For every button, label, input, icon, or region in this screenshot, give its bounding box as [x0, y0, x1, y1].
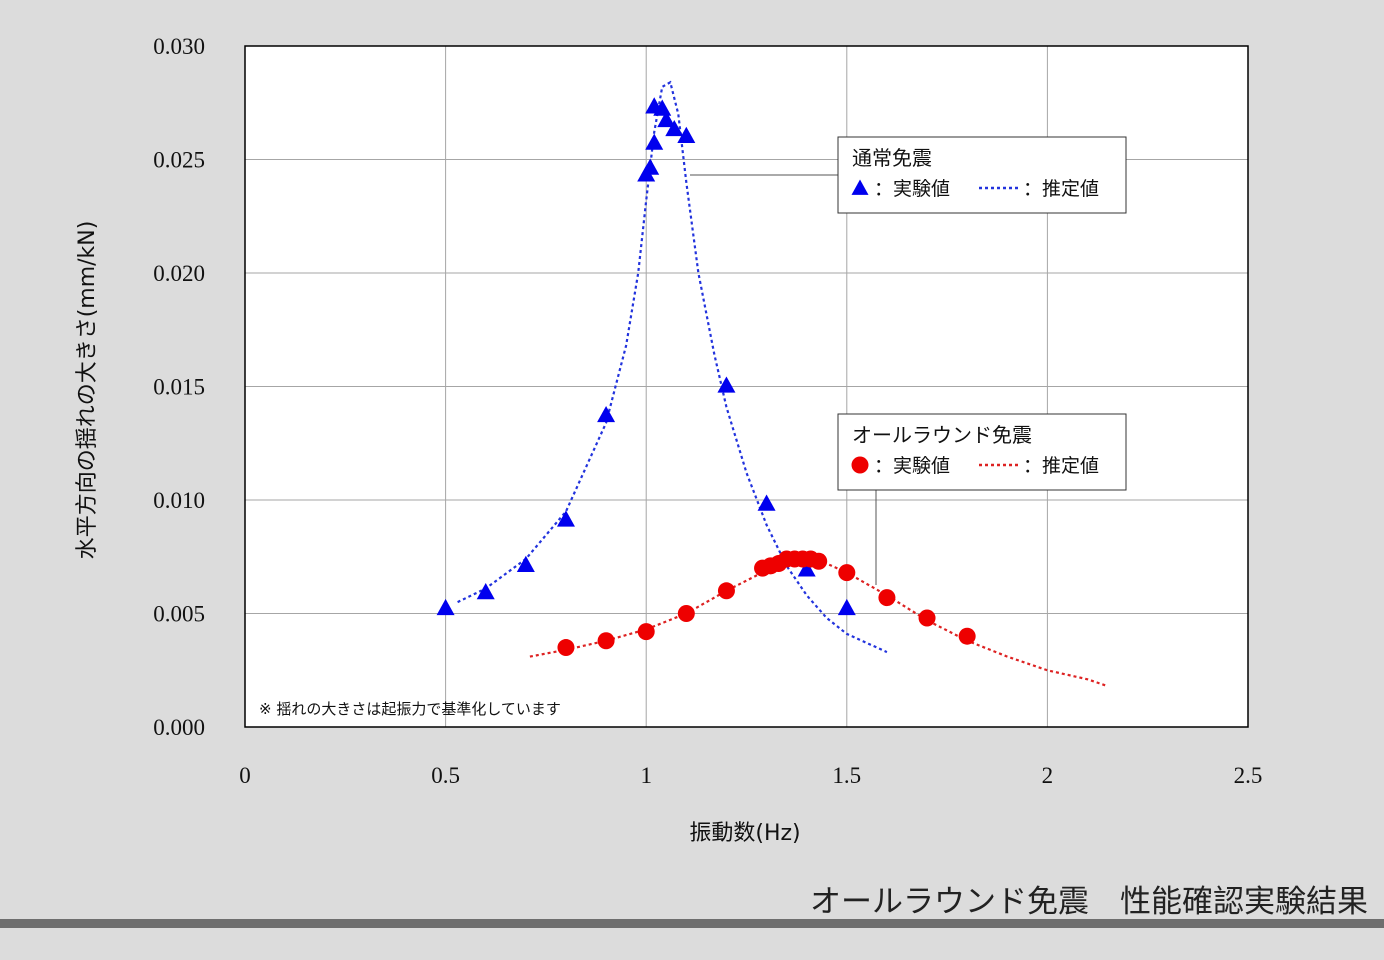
x-tick-label: 2	[1042, 763, 1054, 788]
y-tick-label: 0.025	[153, 148, 205, 173]
estimated-curves	[457, 80, 1108, 688]
legend-triangle-marker	[851, 179, 869, 195]
circle-marker	[597, 632, 615, 650]
circle-marker	[717, 582, 735, 600]
y-tick-label: 0.010	[153, 488, 205, 513]
legend-title: 通常免震	[852, 146, 932, 170]
triangle-marker	[556, 510, 575, 527]
triangle-marker	[645, 133, 664, 150]
triangle-marker	[677, 126, 696, 143]
y-tick-label: 0.000	[153, 715, 205, 740]
triangle-marker	[665, 119, 684, 137]
estimated-curve	[457, 80, 888, 654]
y-tick-label: 0.015	[153, 375, 205, 400]
circle-marker	[878, 589, 896, 607]
triangle-marker	[657, 110, 676, 128]
circle-marker	[958, 627, 976, 645]
y-tick-label: 0.005	[153, 602, 205, 627]
triangle-marker	[641, 158, 660, 175]
legend-estimated-label: ：推定値	[1023, 455, 1099, 477]
circle-marker	[557, 639, 575, 657]
normalization-note: ※ 揺れの大きさは起振力で基準化しています	[259, 700, 561, 718]
triangle-marker	[717, 376, 736, 393]
triangle-marker	[436, 598, 455, 616]
circle-marker	[810, 552, 828, 570]
triangle-marker	[653, 99, 672, 116]
bottom-divider	[0, 919, 1384, 928]
circle-marker	[637, 623, 655, 641]
x-tick-label: 0.5	[431, 763, 460, 788]
y-axis-label: 水平方向の揺れの大きさ(mm/kN)	[75, 221, 100, 560]
triangle-marker	[597, 405, 616, 423]
triangle-marker	[837, 598, 856, 616]
legend-measured-label: ：実験値	[874, 178, 950, 200]
y-tick-label: 0.020	[153, 261, 205, 286]
x-tick-labels: 0 0.5 1 1.5 2 2.5	[239, 763, 1262, 788]
x-axis-label: 振動数(Hz)	[689, 821, 800, 846]
triangle-marker	[757, 494, 776, 511]
plot-border	[244, 45, 1249, 728]
measured-markers	[436, 97, 976, 657]
legend-circle-marker	[851, 456, 869, 474]
legend-title: オールラウンド免震	[852, 423, 1032, 447]
circle-marker	[677, 605, 695, 622]
x-tick-label: 1	[640, 763, 652, 788]
y-tick-label: 0.030	[153, 34, 205, 59]
x-tick-label: 1.5	[832, 763, 861, 788]
frequency-response-chart: 0.000 0.005 0.010 0.015 0.020 0.025 0.030 0 0.5…	[75, 34, 1262, 846]
legend-measured-label: ：実験値	[874, 455, 950, 477]
legend-estimated-label: ：推定値	[1023, 178, 1099, 200]
circle-marker	[918, 609, 936, 627]
figure-caption: オールラウンド免震 性能確認実験結果	[810, 884, 1368, 920]
triangle-marker	[797, 560, 816, 577]
x-tick-label: 2.5	[1234, 763, 1263, 788]
triangle-marker	[516, 555, 535, 572]
circle-marker	[838, 564, 856, 582]
legend-box	[837, 136, 1127, 214]
triangle-marker	[476, 583, 495, 600]
y-tick-labels: 0.000 0.005 0.010 0.015 0.020 0.025 0.030	[153, 34, 205, 740]
x-tick-label: 0	[239, 763, 251, 788]
legend-box	[837, 413, 1127, 491]
